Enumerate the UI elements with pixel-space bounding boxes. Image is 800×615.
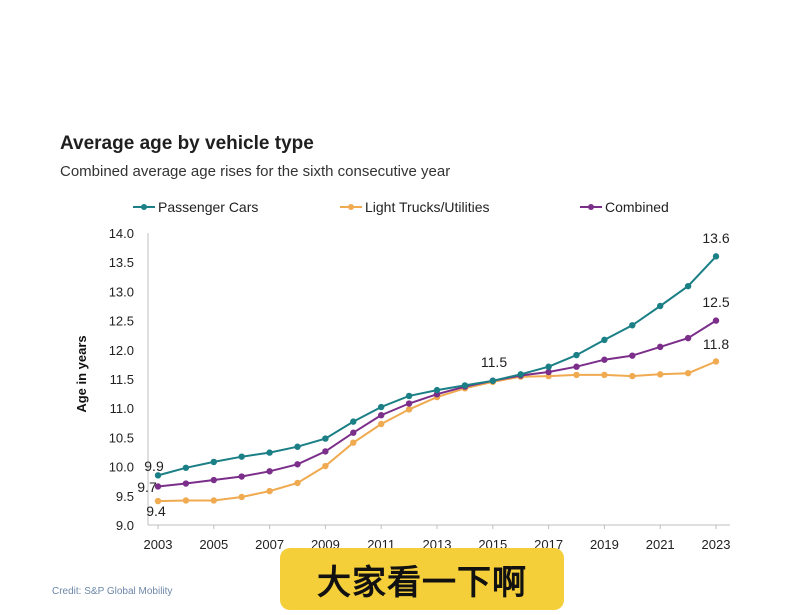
series-line-2 [157, 319, 717, 488]
data-label-0: 9.9 [144, 458, 164, 474]
y-axis-label: Age in years [74, 335, 89, 412]
legend-marker-0 [141, 204, 147, 210]
data-point-1-5 [294, 479, 301, 487]
data-point-2-18 [657, 343, 664, 351]
data-label-6: 11.8 [703, 336, 729, 352]
data-point-1-2 [210, 497, 217, 504]
data-point-0-20 [712, 253, 720, 260]
data-point-0-5 [294, 443, 301, 450]
legend-label-0: Passenger Cars [158, 199, 258, 215]
data-point-0-4 [266, 449, 273, 456]
y-tick-label-7: 12.5 [109, 314, 134, 329]
data-point-0-6 [322, 435, 329, 442]
data-point-2-7 [350, 429, 357, 436]
y-tick-label-0: 9.0 [116, 518, 134, 533]
chart-title: Average age by vehicle type [60, 133, 314, 154]
data-point-0-3 [238, 453, 245, 460]
data-point-1-1 [182, 497, 190, 504]
x-tick-label-0: 2003 [144, 537, 173, 552]
data-point-2-3 [238, 473, 245, 480]
data-point-1-19 [684, 369, 692, 377]
data-point-1-20 [712, 358, 720, 365]
y-tick-label-10: 14.0 [109, 226, 134, 241]
x-tick-label-10: 2023 [702, 537, 731, 552]
y-tick-label-6: 12.0 [109, 343, 134, 358]
legend-label-2: Combined [605, 199, 669, 215]
data-point-0-8 [378, 403, 385, 411]
x-tick-label-8: 2019 [590, 537, 619, 552]
data-point-2-0 [154, 483, 162, 490]
legend-marker-2 [588, 204, 594, 210]
data-point-2-8 [378, 412, 385, 419]
data-point-1-18 [657, 371, 664, 378]
y-tick-label-2: 10.0 [109, 460, 134, 475]
data-point-2-20 [712, 317, 720, 324]
data-point-0-16 [601, 336, 608, 344]
data-point-0-17 [629, 322, 636, 329]
data-label-4: 13.6 [702, 230, 729, 246]
data-point-2-9 [405, 400, 413, 407]
legend-marker-1 [348, 204, 354, 210]
data-point-0-0 [154, 472, 162, 479]
y-tick-label-9: 13.5 [109, 255, 134, 270]
data-label-1: 9.7 [137, 479, 157, 495]
y-tick-label-1: 9.5 [116, 489, 134, 504]
data-point-2-15 [573, 363, 580, 370]
data-label-2: 9.4 [146, 503, 166, 519]
data-point-1-6 [322, 462, 329, 470]
credit-text: Credit: S&P Global Mobility [52, 586, 173, 597]
data-point-0-15 [573, 351, 580, 359]
data-point-2-4 [266, 468, 273, 475]
data-point-0-9 [405, 392, 413, 400]
data-point-0-10 [433, 386, 441, 394]
data-point-0-1 [182, 464, 190, 471]
y-tick-label-3: 10.5 [109, 430, 134, 445]
data-point-2-6 [322, 448, 329, 455]
data-point-1-3 [238, 493, 245, 501]
chart-subtitle: Combined average age rises for the sixth… [60, 163, 451, 180]
series-line-0 [157, 255, 717, 477]
series-line-1 [157, 360, 717, 503]
data-point-2-16 [601, 356, 608, 363]
data-point-1-15 [573, 371, 580, 379]
data-point-1-16 [601, 371, 608, 379]
data-point-2-5 [294, 461, 301, 468]
data-point-2-2 [210, 476, 217, 484]
data-point-1-4 [266, 487, 273, 495]
data-point-2-1 [182, 480, 190, 487]
data-point-1-8 [378, 420, 385, 428]
x-tick-label-1: 2005 [199, 537, 228, 552]
x-tick-label-2: 2007 [255, 537, 284, 552]
data-label-3: 11.5 [481, 354, 507, 370]
caption-text: 大家看一下啊 [317, 562, 527, 603]
data-point-1-17 [629, 372, 636, 380]
data-point-0-12 [489, 377, 496, 384]
data-label-5: 12.5 [702, 294, 729, 310]
data-point-2-14 [545, 368, 552, 376]
data-point-0-14 [545, 363, 552, 370]
y-tick-label-5: 11.5 [110, 372, 134, 387]
subtitle-caption: 大家看一下啊 [280, 548, 564, 610]
data-point-0-18 [657, 302, 664, 310]
data-point-0-19 [684, 282, 692, 290]
data-point-2-17 [629, 352, 636, 359]
x-tick-label-9: 2021 [646, 537, 675, 552]
y-tick-label-8: 13.0 [109, 284, 134, 299]
data-point-0-13 [517, 371, 524, 378]
legend-label-1: Light Trucks/Utilities [365, 199, 489, 215]
data-point-1-7 [350, 439, 357, 446]
data-point-0-7 [350, 418, 357, 425]
data-point-2-19 [684, 334, 692, 342]
data-point-0-11 [461, 382, 469, 389]
data-point-1-0 [154, 497, 162, 505]
data-point-1-9 [405, 406, 413, 413]
y-tick-label-4: 11.0 [110, 401, 134, 416]
data-point-0-2 [210, 458, 217, 466]
